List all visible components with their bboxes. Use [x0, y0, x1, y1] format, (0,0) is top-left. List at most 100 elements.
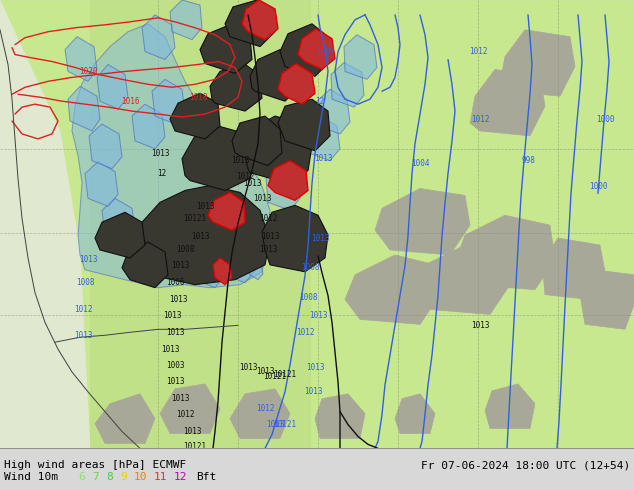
Polygon shape — [122, 242, 168, 288]
Text: 1020: 1020 — [79, 67, 97, 76]
Text: 1008: 1008 — [75, 278, 94, 287]
Text: 1008: 1008 — [316, 47, 334, 56]
Polygon shape — [280, 24, 330, 76]
Polygon shape — [317, 89, 350, 134]
Polygon shape — [315, 394, 365, 439]
Text: 1012: 1012 — [469, 47, 488, 56]
Polygon shape — [455, 215, 555, 290]
Text: 1013: 1013 — [261, 232, 279, 241]
Text: 1008: 1008 — [301, 263, 320, 272]
Polygon shape — [485, 384, 535, 429]
Polygon shape — [274, 134, 308, 178]
Text: 1013: 1013 — [183, 427, 201, 436]
Polygon shape — [0, 0, 90, 448]
Text: 1012: 1012 — [176, 410, 194, 419]
Text: 1013: 1013 — [304, 387, 322, 396]
Text: 1013: 1013 — [231, 156, 249, 165]
Polygon shape — [132, 104, 165, 149]
Text: 1013: 1013 — [266, 420, 284, 429]
Text: 1013: 1013 — [314, 154, 332, 163]
Text: 11: 11 — [154, 472, 167, 482]
Text: 1013: 1013 — [171, 261, 190, 270]
Text: 10121: 10121 — [183, 442, 207, 451]
Text: 1013: 1013 — [151, 149, 169, 158]
Text: 1013: 1013 — [79, 255, 97, 265]
Polygon shape — [102, 198, 135, 243]
Text: 1013: 1013 — [196, 202, 214, 211]
Text: 1013: 1013 — [243, 179, 261, 188]
Polygon shape — [95, 212, 145, 258]
Polygon shape — [65, 37, 97, 81]
Text: 1013: 1013 — [169, 295, 187, 304]
Text: 1003: 1003 — [165, 361, 184, 369]
Polygon shape — [85, 162, 118, 206]
Text: 1013: 1013 — [171, 394, 190, 403]
Text: Bft: Bft — [196, 472, 216, 482]
Polygon shape — [222, 238, 255, 283]
Text: 1016: 1016 — [120, 97, 139, 106]
Polygon shape — [266, 166, 300, 210]
Text: 1013: 1013 — [253, 194, 271, 203]
Text: 1013: 1013 — [471, 321, 489, 330]
Polygon shape — [580, 270, 634, 329]
Text: 12: 12 — [315, 97, 325, 106]
Text: 6: 6 — [78, 472, 85, 482]
Polygon shape — [232, 116, 282, 166]
Text: 10121: 10121 — [183, 214, 207, 223]
Polygon shape — [500, 30, 575, 96]
Text: 9: 9 — [120, 472, 127, 482]
Text: 1018: 1018 — [189, 93, 207, 102]
Text: 10121: 10121 — [273, 420, 297, 429]
Polygon shape — [278, 64, 315, 104]
Text: 1013: 1013 — [161, 344, 179, 354]
Polygon shape — [0, 0, 634, 448]
Polygon shape — [142, 15, 175, 59]
Polygon shape — [97, 65, 128, 109]
Text: High wind areas [hPa] ECMWF: High wind areas [hPa] ECMWF — [4, 460, 186, 470]
Polygon shape — [395, 394, 435, 434]
Text: 1012: 1012 — [295, 328, 314, 337]
Polygon shape — [375, 189, 470, 255]
Text: 998: 998 — [521, 156, 535, 165]
Text: 1012: 1012 — [74, 305, 93, 314]
Polygon shape — [470, 70, 545, 136]
Polygon shape — [95, 394, 155, 443]
Polygon shape — [138, 186, 270, 285]
Polygon shape — [248, 260, 263, 280]
Text: Wind 10m: Wind 10m — [4, 472, 58, 482]
Polygon shape — [170, 93, 220, 139]
Polygon shape — [331, 63, 364, 107]
Text: 1013: 1013 — [259, 245, 277, 254]
Text: 1000: 1000 — [589, 182, 607, 191]
Polygon shape — [345, 255, 440, 324]
Polygon shape — [250, 49, 300, 101]
Polygon shape — [268, 161, 308, 200]
Polygon shape — [160, 384, 220, 434]
Polygon shape — [208, 193, 245, 230]
Text: 1012: 1012 — [236, 172, 254, 181]
Text: 1013: 1013 — [191, 232, 209, 241]
Polygon shape — [307, 116, 340, 161]
Polygon shape — [242, 0, 278, 40]
Text: 1012: 1012 — [471, 115, 489, 123]
Polygon shape — [72, 24, 270, 288]
Polygon shape — [225, 0, 275, 47]
Polygon shape — [344, 35, 377, 79]
Text: Fr 07-06-2024 18:00 UTC (12+54): Fr 07-06-2024 18:00 UTC (12+54) — [421, 460, 630, 470]
Polygon shape — [210, 64, 262, 111]
Text: 1013: 1013 — [165, 377, 184, 387]
Polygon shape — [200, 24, 252, 74]
Text: 10121: 10121 — [264, 372, 287, 381]
Text: 1006: 1006 — [165, 278, 184, 287]
Polygon shape — [68, 86, 100, 131]
Polygon shape — [244, 116, 312, 182]
Polygon shape — [415, 245, 510, 315]
Text: 1000: 1000 — [596, 115, 614, 123]
Polygon shape — [230, 389, 290, 439]
Text: 10121: 10121 — [273, 370, 297, 379]
Text: 1008: 1008 — [176, 245, 194, 254]
Text: 1013: 1013 — [163, 311, 181, 320]
Polygon shape — [182, 126, 255, 191]
Text: 7: 7 — [92, 472, 99, 482]
Text: 1012: 1012 — [256, 404, 275, 413]
